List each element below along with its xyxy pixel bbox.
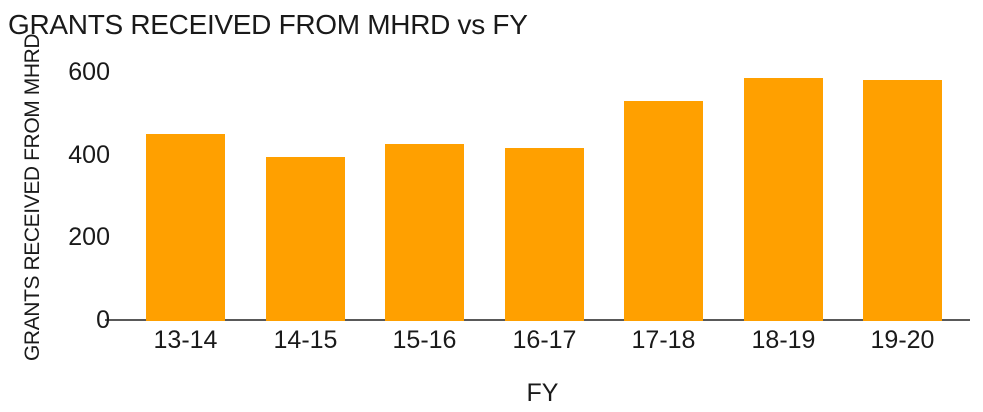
chart-title: GRANTS RECEIVED FROM MHRD vs FY bbox=[8, 9, 528, 40]
y-tick-label: 0 bbox=[96, 306, 110, 334]
y-tick-label: 200 bbox=[68, 223, 110, 251]
x-tick-label: 18-19 bbox=[751, 326, 816, 354]
bar-19-20 bbox=[863, 80, 942, 321]
bar-18-19 bbox=[744, 78, 823, 321]
bar-17-18 bbox=[624, 101, 703, 321]
x-tick-label: 14-15 bbox=[273, 326, 338, 354]
bar-13-14 bbox=[146, 134, 225, 321]
x-tick-label: 15-16 bbox=[392, 326, 457, 354]
bar-16-17 bbox=[505, 148, 584, 321]
x-tick-label: 13-14 bbox=[153, 326, 218, 354]
x-tick-label: 17-18 bbox=[631, 326, 696, 354]
x-axis-title: FY bbox=[526, 379, 559, 407]
y-tick-label: 600 bbox=[68, 58, 110, 86]
bar-15-16 bbox=[385, 144, 464, 321]
bar-14-15 bbox=[266, 157, 345, 321]
x-tick-label: 16-17 bbox=[512, 326, 577, 354]
y-tick-label: 400 bbox=[68, 141, 110, 169]
x-tick-label: 19-20 bbox=[870, 326, 935, 354]
